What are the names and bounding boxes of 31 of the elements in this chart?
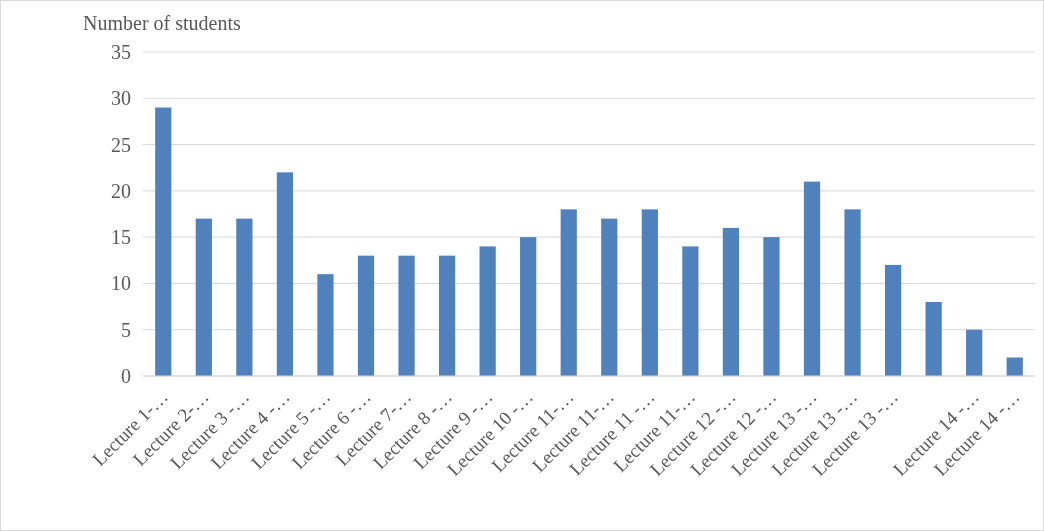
bar bbox=[155, 107, 172, 376]
bar bbox=[398, 255, 415, 376]
bar bbox=[966, 329, 983, 376]
bar bbox=[641, 209, 658, 376]
y-tick-label: 20 bbox=[111, 179, 131, 202]
bar bbox=[844, 209, 861, 376]
bar bbox=[236, 218, 253, 376]
bar bbox=[560, 209, 577, 376]
bar bbox=[520, 237, 537, 376]
bar bbox=[925, 301, 942, 376]
bar bbox=[1006, 357, 1023, 376]
y-tick-label: 30 bbox=[111, 87, 131, 110]
y-tick-label: 25 bbox=[111, 133, 131, 156]
y-tick-label: 10 bbox=[111, 272, 131, 295]
bar bbox=[317, 274, 334, 376]
bar bbox=[195, 218, 212, 376]
bar bbox=[276, 172, 294, 376]
y-tick-label: 0 bbox=[121, 365, 131, 387]
bar bbox=[601, 218, 618, 376]
bar bbox=[438, 255, 456, 376]
y-axis-title: Number of students bbox=[83, 12, 241, 34]
bar bbox=[884, 264, 902, 376]
bar bbox=[803, 181, 821, 376]
bar bbox=[682, 246, 699, 376]
bar bbox=[763, 237, 780, 376]
y-tick-label: 5 bbox=[121, 318, 131, 341]
y-tick-label: 15 bbox=[111, 226, 131, 249]
bar bbox=[479, 246, 496, 376]
bar bbox=[357, 255, 375, 376]
y-tick-label: 35 bbox=[111, 41, 131, 63]
bar bbox=[722, 227, 740, 376]
